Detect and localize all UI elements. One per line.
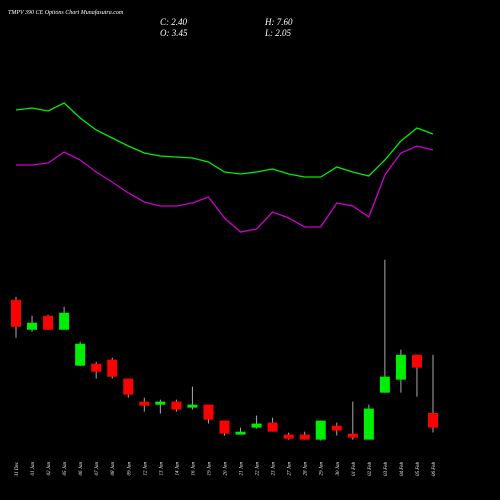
- candle-body: [428, 412, 438, 428]
- candle-body: [251, 423, 262, 428]
- candle-body: [171, 401, 182, 410]
- x-tick-label: 13 Jan: [159, 462, 164, 476]
- x-tick-label: 08 Jan: [111, 462, 116, 476]
- close-label: C: 2.40: [160, 17, 188, 27]
- candle-body: [363, 408, 374, 440]
- candle-body: [107, 359, 118, 377]
- x-tick-label: 04 Feb: [400, 462, 405, 477]
- candle-body: [395, 354, 406, 380]
- x-tick-label: 05 Feb: [416, 462, 421, 477]
- candle-body: [331, 425, 342, 431]
- candle-body: [139, 401, 150, 406]
- indicator-line: [15, 102, 434, 178]
- low-label: L: 2.05: [264, 28, 292, 38]
- x-tick-label: 30 Jan: [336, 462, 341, 476]
- x-tick-label: 28 Jan: [304, 462, 309, 476]
- candle-body: [203, 404, 214, 420]
- candle-body: [235, 431, 246, 435]
- high-label: H: 7.60: [264, 17, 293, 27]
- x-tick-label: 02 Jan: [47, 462, 52, 476]
- x-tick-label: 16 Jan: [191, 462, 196, 476]
- candle-body: [27, 322, 38, 330]
- x-tick-label: 23 Jan: [272, 462, 277, 476]
- x-tick-label: 02 Feb: [368, 462, 373, 477]
- candle-body: [155, 401, 166, 405]
- open-label: O: 3.45: [160, 28, 188, 38]
- candle-body: [299, 434, 310, 440]
- candle-body: [187, 404, 198, 408]
- x-tick-label: 05 Jan: [63, 462, 68, 476]
- x-tick-label: 07 Jan: [95, 462, 100, 476]
- x-tick-label: 29 Jan: [320, 462, 325, 476]
- candle-body: [91, 363, 102, 372]
- candle-body: [379, 376, 390, 393]
- x-tick-label: 31 Dec: [15, 461, 20, 476]
- x-tick-label: 19 Jan: [207, 462, 212, 476]
- indicator-line: [16, 145, 434, 233]
- candle-body: [43, 315, 54, 330]
- x-tick-label: 20 Jan: [224, 462, 229, 476]
- x-tick-label: 12 Jan: [143, 462, 148, 476]
- x-tick-label: 06 Jan: [79, 462, 84, 476]
- chart-title: TMPV 390 CE Options Chart Munafasutra.co…: [8, 9, 124, 16]
- x-tick-label: 09 Jan: [127, 462, 132, 476]
- candle-body: [75, 343, 86, 366]
- candle-body: [283, 434, 294, 439]
- x-tick-label: 06 Feb: [432, 462, 437, 477]
- x-tick-label: 01 Feb: [352, 462, 357, 477]
- x-tick-label: 21 Jan: [240, 462, 245, 476]
- candle-body: [411, 354, 422, 368]
- candle-body: [267, 422, 278, 432]
- candle-body: [59, 312, 70, 330]
- candle-body: [347, 433, 358, 438]
- candle-body: [123, 378, 134, 395]
- x-tick-label: 03 Feb: [384, 462, 389, 477]
- x-tick-label: 27 Jan: [288, 462, 293, 476]
- x-tick-label: 14 Jan: [175, 462, 180, 476]
- x-tick-label: 22 Jan: [256, 462, 261, 476]
- candle-body: [315, 420, 326, 440]
- candle-body: [219, 420, 230, 434]
- candle-body: [11, 299, 21, 327]
- x-tick-label: 01 Jan: [31, 462, 36, 476]
